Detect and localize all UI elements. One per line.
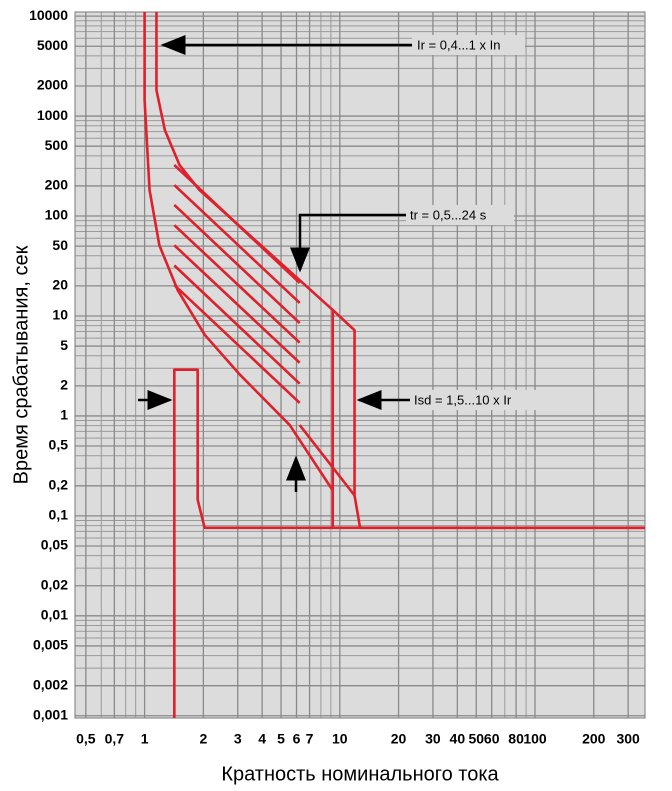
y-tick-label: 100 [45, 207, 69, 223]
x-tick-label: 200 [582, 731, 606, 747]
y-tick-label: 0,001 [33, 706, 68, 722]
y-tick-label: 5000 [37, 37, 68, 53]
y-tick-label: 500 [45, 137, 69, 153]
annotation: Ir = 0,4...1 x In [417, 37, 500, 52]
y-tick-label: 2000 [37, 77, 68, 93]
annotation-box [412, 35, 525, 55]
curve [173, 204, 301, 324]
annotation-box [406, 205, 514, 225]
curve [173, 184, 301, 304]
x-tick-label: 0,7 [105, 731, 125, 747]
annotation-box [410, 390, 540, 410]
curve [173, 224, 301, 344]
y-tick-label: 2 [60, 377, 68, 393]
y-tick-label: 0,01 [41, 607, 68, 623]
y-tick-label: 10 [52, 307, 68, 323]
x-tick-label: 5 [277, 731, 285, 747]
x-tick-label: 1 [141, 731, 149, 747]
x-tick-label: 60 [484, 731, 500, 747]
y-tick-label: 1000 [37, 107, 68, 123]
x-tick-label: 3 [234, 731, 242, 747]
y-tick-label: 0,005 [33, 637, 68, 653]
curve [173, 244, 301, 364]
curve [173, 368, 645, 718]
annotation: tr = 0,5...24 s [410, 207, 487, 222]
y-tick-label: 0,2 [49, 476, 69, 492]
y-tick-label: 200 [45, 177, 69, 193]
curve [143, 12, 335, 528]
y-tick-label: 0,5 [49, 437, 69, 453]
x-axis-title: Кратность номинального тока [221, 763, 499, 785]
y-tick-label: 50 [52, 237, 68, 253]
curve [298, 424, 356, 497]
x-tick-label: 30 [425, 731, 441, 747]
y-tick-label: 0,1 [49, 507, 69, 523]
y-tick-label: 20 [52, 277, 68, 293]
y-axis-title: Время срабатывания, сек [10, 245, 32, 484]
x-tick-label: 7 [306, 731, 314, 747]
curve [173, 164, 301, 284]
x-tick-label: 50 [468, 731, 484, 747]
x-tick-label: 10 [332, 731, 348, 747]
x-tick-label: 4 [258, 731, 266, 747]
plot-area [74, 11, 646, 719]
x-tick-label: 2 [199, 731, 207, 747]
y-tick-label: 0,05 [41, 537, 68, 553]
x-tick-label: 300 [616, 731, 640, 747]
y-tick-label: 0,002 [33, 676, 68, 692]
x-tick-label: 100 [523, 731, 547, 747]
y-tick-label: 0,02 [41, 576, 68, 592]
y-tick-label: 10000 [29, 7, 68, 23]
x-tick-label: 6 [293, 731, 301, 747]
x-tick-label: 20 [391, 731, 407, 747]
x-tick-label: 80 [508, 731, 524, 747]
y-tick-label: 5 [60, 337, 68, 353]
arrow [290, 213, 408, 273]
x-tick-label: 0,5 [76, 731, 96, 747]
curve [173, 264, 301, 385]
y-tick-label: 1 [60, 407, 68, 423]
annotation: Isd = 1,5...10 x Ir [414, 392, 512, 407]
curve [173, 284, 301, 404]
x-tick-label: 40 [450, 731, 466, 747]
